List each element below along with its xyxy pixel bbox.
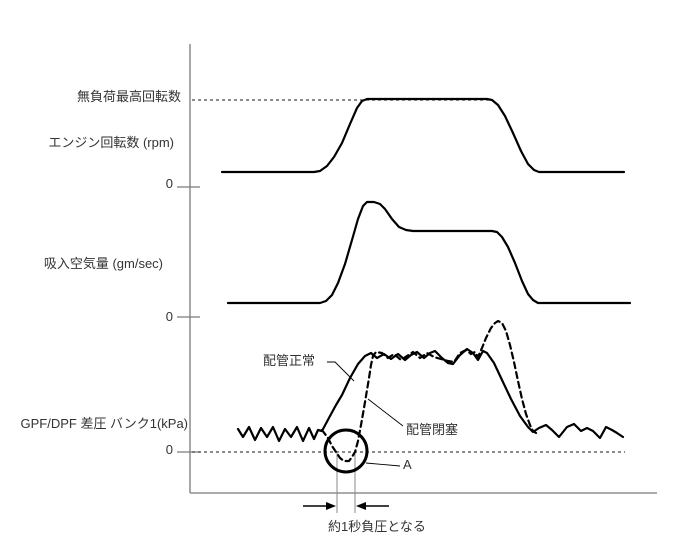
- label-engine-rpm-axis: エンジン回転数 (rpm): [48, 135, 174, 150]
- zero-label-intake-air: 0: [165, 309, 173, 324]
- label-noload-max-rpm: 無負荷最高回転数: [76, 89, 181, 104]
- label-piping-blocked: 配管閉塞: [406, 422, 459, 437]
- engine-rpm-curve: [220, 97, 626, 174]
- duration-arrow-right-head: [356, 502, 366, 510]
- gpf-dpf-pressure-piping-normal: [236, 347, 625, 443]
- leader-piping-normal: [327, 361, 355, 382]
- leader-piping-blocked: [367, 398, 404, 427]
- label-piping-normal: 配管正常: [263, 353, 316, 368]
- leader-point-a: [365, 462, 401, 467]
- intake-air-curve: [226, 200, 632, 305]
- zero-label-engine-rpm: 0: [165, 176, 173, 191]
- gpf-dpf-pressure-piping-blocked: [320, 319, 538, 463]
- label-gpf-dpf-axis: GPF/DPF 差圧 バンク1(kPa): [20, 416, 189, 431]
- label-point-a: A: [403, 457, 412, 472]
- duration-arrow-left-head: [326, 502, 336, 510]
- label-one-second-note: 約1秒負圧となる: [328, 519, 426, 534]
- label-intake-air-axis: 吸入空気量 (gm/sec): [43, 256, 163, 271]
- highlight-circle-a: [323, 428, 369, 474]
- zero-label-pressure: 0: [165, 442, 173, 457]
